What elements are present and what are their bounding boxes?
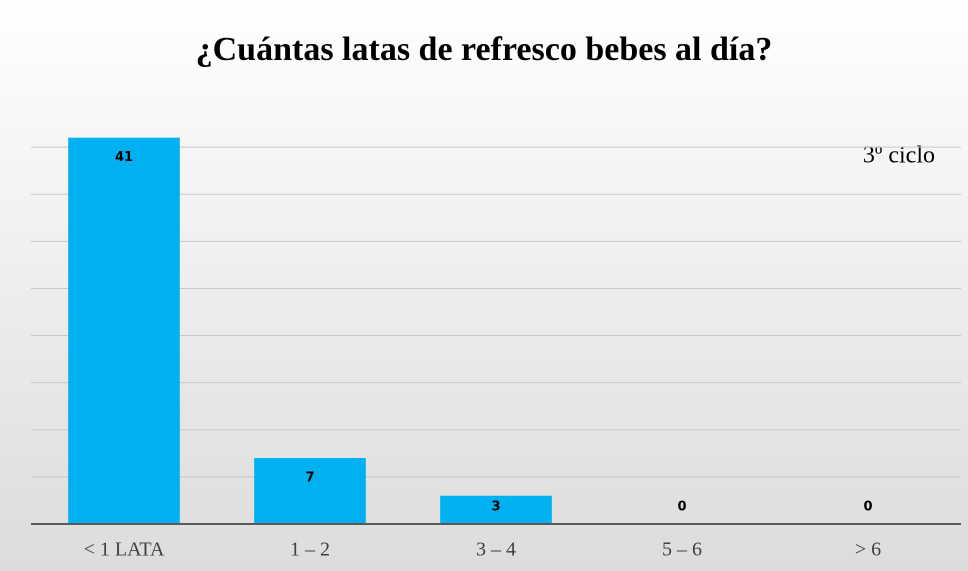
x-tick-label: 3 – 4 (476, 539, 516, 561)
x-tick-label: 5 – 6 (662, 539, 702, 561)
x-tick-label: 1 – 2 (290, 539, 330, 561)
bar (68, 137, 180, 524)
annotation: 3º ciclo (863, 143, 935, 169)
data-label: 0 (863, 500, 872, 515)
bar (440, 495, 552, 524)
data-label: 3 (491, 500, 500, 515)
chart-title: ¿Cuántas latas de refresco bebes al día? (196, 31, 773, 68)
data-label: 0 (677, 500, 686, 515)
bar (254, 458, 366, 524)
x-tick-label: > 6 (855, 539, 881, 561)
data-label: 41 (115, 150, 133, 165)
data-label: 7 (305, 471, 314, 486)
x-tick-label: < 1 LATA (84, 539, 165, 561)
